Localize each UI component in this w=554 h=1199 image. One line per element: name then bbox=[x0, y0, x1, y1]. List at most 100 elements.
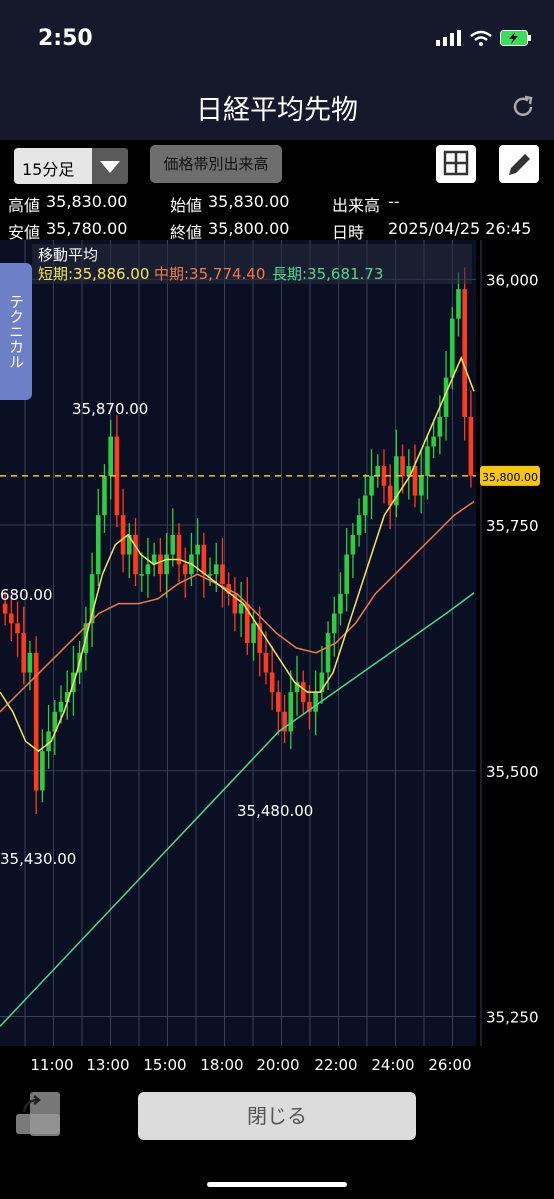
candle-body bbox=[344, 554, 349, 594]
technical-tab[interactable]: テクニカル bbox=[0, 263, 32, 400]
candle-body bbox=[2, 603, 8, 614]
candle-body bbox=[375, 466, 381, 476]
price-annotation: 35,430.00 bbox=[0, 850, 76, 868]
current-price-badge bbox=[480, 465, 540, 486]
candle-body bbox=[319, 672, 325, 693]
candle-body bbox=[89, 574, 95, 624]
candle-body bbox=[176, 534, 182, 565]
battery-icon bbox=[500, 30, 531, 46]
price-annotation: 680.00 bbox=[0, 586, 53, 604]
volume-label: 出来高 bbox=[332, 196, 381, 215]
candle-body bbox=[363, 495, 368, 516]
candle-body bbox=[40, 751, 45, 791]
candle-body bbox=[369, 475, 374, 496]
pencil-icon bbox=[509, 154, 530, 175]
candle-body bbox=[127, 534, 132, 555]
rotate-screen-icon[interactable] bbox=[14, 1090, 62, 1138]
candle-body bbox=[133, 534, 138, 575]
ma-short: 短期:35,886.00 bbox=[38, 265, 150, 283]
status-time: 2:50 bbox=[38, 26, 93, 51]
candle-body bbox=[251, 623, 256, 643]
candle-body bbox=[257, 623, 263, 653]
close-button[interactable]: 閉じる bbox=[138, 1092, 416, 1140]
candle-body bbox=[356, 515, 362, 535]
x-tick-label: 13:00 bbox=[86, 1056, 129, 1074]
candle-body bbox=[307, 701, 312, 712]
candle-body bbox=[114, 436, 120, 516]
candle-body bbox=[412, 466, 418, 496]
candle-body bbox=[263, 652, 269, 673]
candle-body bbox=[170, 534, 176, 555]
status-bar: 2:50 bbox=[0, 0, 554, 74]
ma-long: 長期:35,681.73 bbox=[272, 265, 384, 283]
candle-body bbox=[294, 682, 300, 693]
short-ma-line bbox=[0, 355, 475, 753]
candle-body bbox=[220, 564, 225, 585]
layout-grid-button[interactable] bbox=[436, 145, 476, 183]
current-price-label: 35,800.00 bbox=[482, 471, 538, 484]
candle-body bbox=[64, 692, 70, 702]
candle-body bbox=[151, 554, 157, 565]
long-ma-line bbox=[0, 592, 475, 1027]
x-tick-label: 22:00 bbox=[314, 1056, 357, 1074]
home-indicator bbox=[207, 1182, 347, 1187]
refresh-icon[interactable] bbox=[510, 94, 536, 120]
y-tick-label: 35,250 bbox=[486, 1009, 539, 1027]
candle-body bbox=[15, 623, 20, 634]
candle-body bbox=[449, 318, 455, 378]
signal-icon bbox=[436, 30, 461, 46]
app-header: 日経平均先物 bbox=[0, 74, 554, 140]
draw-button[interactable] bbox=[499, 145, 539, 183]
candle-body bbox=[245, 603, 250, 643]
candle-body bbox=[288, 692, 294, 732]
y-tick-label: 35,750 bbox=[486, 517, 539, 535]
candle-body bbox=[108, 436, 113, 476]
x-tick-label: 24:00 bbox=[371, 1056, 414, 1074]
candle-body bbox=[437, 416, 443, 437]
page-title: 日経平均先物 bbox=[196, 95, 358, 126]
low-label: 安値 bbox=[8, 223, 41, 242]
candle-body bbox=[213, 564, 219, 575]
price-annotation: 35,870.00 bbox=[72, 400, 148, 418]
candle-body bbox=[33, 652, 39, 791]
high-label: 高値 bbox=[8, 196, 41, 215]
ohlc-panel: 高値 35,830.00 始値 35,830.00 出来高 -- 安値 35,7… bbox=[0, 188, 554, 242]
candle-body bbox=[462, 289, 467, 417]
mid-ma-line bbox=[0, 500, 475, 713]
candle-body bbox=[406, 466, 412, 476]
period-select[interactable]: 15分足 bbox=[14, 148, 128, 184]
candle-body bbox=[468, 416, 474, 476]
candle-body bbox=[9, 613, 14, 624]
datetime-label: 日時 bbox=[332, 223, 365, 242]
period-select-value: 15分足 bbox=[22, 160, 75, 179]
open-label: 始値 bbox=[170, 196, 203, 215]
x-tick-label: 18:00 bbox=[200, 1056, 243, 1074]
candle-body bbox=[201, 544, 207, 575]
candle-body bbox=[158, 554, 163, 575]
x-tick-label: 15:00 bbox=[143, 1056, 186, 1074]
y-tick-label: 36,000 bbox=[486, 271, 539, 289]
close-value: 35,800.00 bbox=[208, 219, 290, 238]
candle-body bbox=[27, 652, 33, 673]
candle-body bbox=[300, 682, 306, 702]
candle-body bbox=[282, 711, 287, 732]
moving-average-legend: 移動平均 短期:35,886.00 中期:35,774.40 長期:35,681… bbox=[32, 244, 472, 284]
price-volume-button[interactable]: 価格帯別出来高 bbox=[150, 145, 282, 183]
low-value: 35,780.00 bbox=[46, 219, 128, 238]
candle-body bbox=[139, 574, 145, 576]
candle-body bbox=[95, 515, 101, 575]
candle-body bbox=[331, 613, 337, 634]
candle-body bbox=[313, 692, 318, 712]
candle-body bbox=[232, 593, 238, 614]
chart-toolbar: 15分足 価格帯別出来高 bbox=[0, 140, 554, 188]
high-value: 35,830.00 bbox=[46, 192, 128, 211]
candle-body bbox=[120, 515, 126, 555]
candlestick-chart[interactable]: 36,000 35,750 35,500 35,250 11:00 13:00 15:00 1… bbox=[0, 240, 554, 1076]
bottom-bar: 閉じる bbox=[0, 1076, 554, 1199]
grid-icon bbox=[443, 150, 469, 176]
candle-body bbox=[21, 633, 27, 673]
candle-body bbox=[443, 377, 449, 417]
candle-body bbox=[52, 711, 58, 732]
candle-body bbox=[164, 554, 169, 575]
candle-body bbox=[325, 633, 331, 673]
